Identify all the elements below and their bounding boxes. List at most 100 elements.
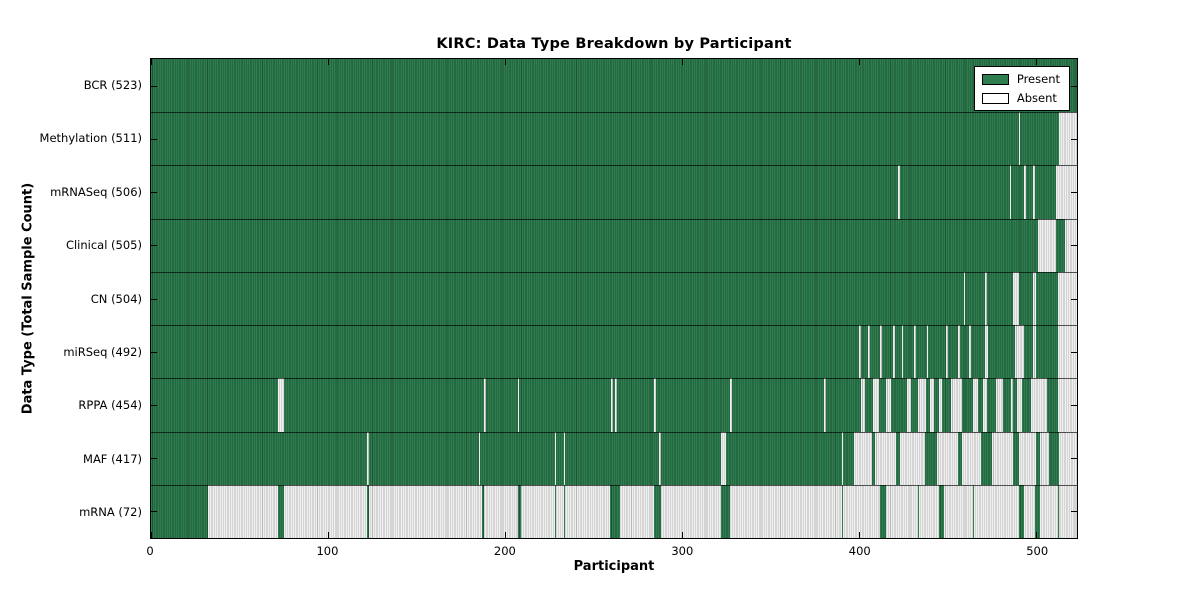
absent-segment xyxy=(1064,218,1077,272)
absent-segment xyxy=(958,325,961,379)
y-tick-mark xyxy=(1071,404,1077,406)
y-tick-mark xyxy=(151,351,157,353)
absent-segment xyxy=(968,325,971,379)
row-separator xyxy=(151,431,1077,433)
absent-segment xyxy=(1013,271,1019,326)
y-tick-mark xyxy=(151,192,157,194)
absent-segment xyxy=(875,431,897,485)
absent-segment xyxy=(483,378,486,432)
absent-segment xyxy=(1057,378,1077,432)
row-separator xyxy=(151,218,1077,220)
x-tick-labels: 0 100 200 300 400 500 xyxy=(146,544,1078,559)
absent-segment xyxy=(873,378,879,432)
y-tick-mark xyxy=(151,511,157,513)
absent-segment xyxy=(930,378,934,432)
absent-segment xyxy=(1057,271,1077,326)
present-segment xyxy=(554,484,557,538)
chart-title: KIRC: Data Type Breakdown by Participant xyxy=(436,36,792,52)
y-tick-mark xyxy=(1071,351,1077,353)
present-segment xyxy=(721,484,730,538)
absent-segment xyxy=(1059,431,1077,485)
x-tick-mark xyxy=(505,59,507,65)
x-tick-mark xyxy=(1036,532,1038,538)
x-tick-label: 0 xyxy=(146,544,154,558)
legend-entry-present: Present xyxy=(981,72,1060,86)
y-tick-mark xyxy=(151,458,157,460)
legend-label-present: Present xyxy=(1016,72,1060,86)
present-segment xyxy=(563,484,566,538)
absent-segment xyxy=(938,378,943,432)
chart-row-mRNASeq xyxy=(151,165,1077,219)
absent-segment xyxy=(1011,378,1014,432)
x-tick-label: 400 xyxy=(848,544,871,558)
x-tick-mark xyxy=(151,532,152,538)
y-tick-label: Methylation (511) xyxy=(39,131,142,146)
y-tick-labels: BCR (523) Methylation (511) mRNASeq (506) C… xyxy=(0,58,142,539)
row-separator xyxy=(151,271,1077,273)
x-tick-label: 100 xyxy=(316,544,339,558)
present-segment xyxy=(653,484,661,538)
chart-row-Clinical xyxy=(151,218,1077,272)
x-tick-mark xyxy=(682,532,684,538)
y-tick-mark xyxy=(151,138,157,140)
present-segment xyxy=(517,484,522,538)
absent-segment xyxy=(859,325,861,379)
absent-segment xyxy=(823,378,826,432)
x-tick-label: 500 xyxy=(1026,544,1049,558)
absent-segment xyxy=(907,378,911,432)
absent-segment xyxy=(517,378,520,432)
absent-segment xyxy=(898,165,900,219)
y-tick-mark xyxy=(1071,192,1077,194)
x-tick-mark xyxy=(859,532,861,538)
chart-row-miRSeq xyxy=(151,325,1077,379)
present-segment xyxy=(841,484,844,538)
absent-segment xyxy=(892,325,895,379)
row-separator xyxy=(151,325,1077,327)
x-tick-mark xyxy=(328,532,330,538)
absent-segment xyxy=(853,431,872,485)
present-segment xyxy=(917,484,920,538)
absent-segment xyxy=(984,325,989,379)
present-segment xyxy=(1057,484,1060,538)
present-segment xyxy=(278,484,284,538)
y-tick-label: miRSeq (492) xyxy=(63,344,142,359)
absent-segment xyxy=(901,325,904,379)
absent-segment xyxy=(1057,325,1077,379)
absent-segment xyxy=(841,431,844,485)
y-tick-label: mRNA (72) xyxy=(79,505,142,520)
y-tick-mark xyxy=(151,298,157,300)
row-separator xyxy=(151,484,1077,486)
absent-segment xyxy=(983,378,987,432)
x-tick-mark xyxy=(859,59,861,65)
chart-row-CN xyxy=(151,271,1077,326)
y-tick-mark xyxy=(1071,298,1077,300)
absent-segment xyxy=(961,431,982,485)
x-tick-mark xyxy=(505,532,507,538)
absent-segment xyxy=(721,431,727,485)
absent-segment xyxy=(995,378,1003,432)
y-tick-mark xyxy=(1071,245,1077,247)
absent-segment xyxy=(972,378,978,432)
legend-swatch-absent-icon xyxy=(981,92,1009,104)
absent-segment xyxy=(554,431,557,485)
absent-segment xyxy=(1059,112,1077,166)
absent-segment xyxy=(278,378,284,432)
chart-row-MAF xyxy=(151,431,1077,485)
chart-row-RPPA xyxy=(151,378,1077,432)
x-tick-mark xyxy=(1036,59,1038,65)
y-tick-mark xyxy=(151,245,157,247)
chart-row-mRNA xyxy=(151,484,1077,538)
absent-segment xyxy=(1018,112,1021,166)
y-tick-label: Clinical (505) xyxy=(65,238,142,253)
present-segment xyxy=(938,484,945,538)
chart-row-Methylation xyxy=(151,112,1077,166)
absent-segment xyxy=(992,431,1014,485)
absent-segment xyxy=(885,378,892,432)
absent-segment xyxy=(868,325,870,379)
chart-row-BCR xyxy=(151,59,1077,113)
absent-segment xyxy=(1039,431,1049,485)
absent-segment xyxy=(880,325,883,379)
y-tick-mark xyxy=(1071,85,1077,87)
row-separator xyxy=(151,378,1077,380)
absent-segment xyxy=(984,271,987,326)
